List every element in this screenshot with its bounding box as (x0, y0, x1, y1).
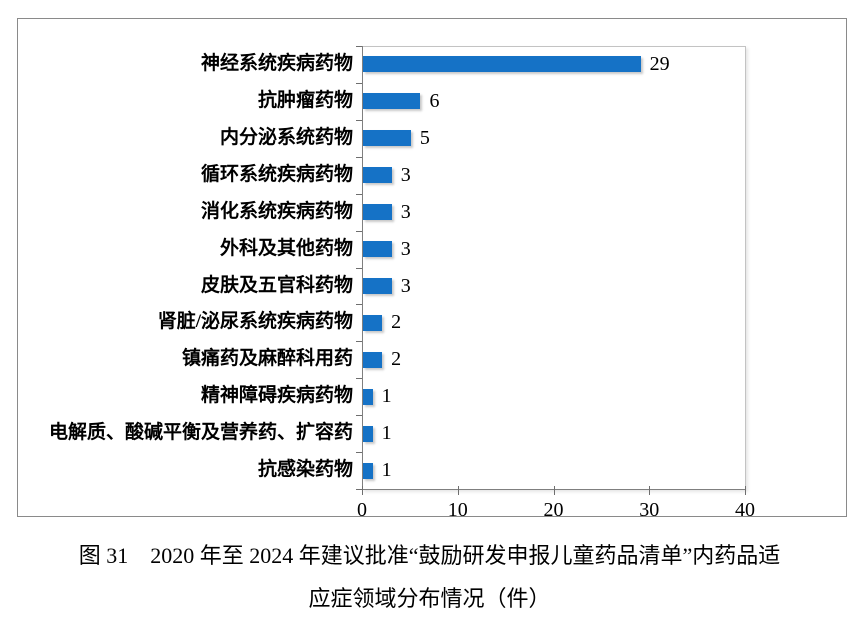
category-label: 肾脏/泌尿系统疾病药物 (157, 311, 353, 333)
category-label: 镇痛药及麻醉科用药 (181, 348, 353, 370)
bar (363, 241, 392, 258)
x-axis-tick (745, 486, 746, 495)
bar (363, 167, 392, 184)
x-tick-label: 40 (735, 499, 755, 521)
category-label: 循环系统疾病药物 (200, 163, 353, 185)
value-label: 3 (400, 274, 411, 297)
figure-caption: 图 31 2020 年至 2024 年建议批准“鼓励研发申报儿童药品清单”内药品… (0, 543, 859, 612)
bar (363, 277, 392, 294)
y-axis-tick (356, 267, 362, 269)
y-axis-tick (356, 378, 362, 380)
value-label: 2 (391, 348, 402, 371)
value-label: 5 (419, 126, 430, 149)
category-label: 抗感染药物 (257, 459, 353, 481)
x-tick-label: 10 (447, 499, 468, 521)
category-label: 皮肤及五官科药物 (200, 274, 353, 296)
bar (363, 462, 373, 479)
y-axis-tick (356, 452, 362, 454)
bar (363, 314, 383, 331)
y-axis-tick (356, 82, 362, 84)
y-axis-tick (356, 415, 362, 417)
bar (363, 93, 421, 110)
value-label: 1 (381, 422, 392, 445)
y-axis-tick (356, 489, 362, 490)
y-axis-tick (356, 193, 362, 195)
bar (363, 56, 641, 73)
bar (363, 130, 411, 147)
x-axis-tick (649, 486, 651, 495)
x-axis-tick (362, 486, 363, 495)
value-label: 1 (381, 459, 392, 482)
category-label: 神经系统疾病药物 (200, 53, 353, 74)
category-label: 抗肿瘤药物 (257, 89, 353, 111)
caption-line-2: 应症领域分布情况（件） (308, 586, 551, 611)
plot-area (362, 46, 746, 490)
x-axis-tick (553, 486, 555, 495)
y-axis-tick (356, 230, 362, 232)
x-axis-tick (457, 486, 459, 495)
y-axis-tick (356, 341, 362, 343)
value-label: 2 (391, 311, 402, 334)
value-label: 3 (400, 163, 411, 186)
y-axis-tick (356, 156, 362, 158)
value-label: 6 (429, 89, 440, 112)
category-label: 外科及其他药物 (219, 237, 353, 259)
y-axis-tick (356, 304, 362, 306)
caption-line-1: 图 31 2020 年至 2024 年建议批准“鼓励研发申报儿童药品清单”内药品… (78, 543, 781, 568)
category-label: 电解质、酸碱平衡及营养药、扩容药 (48, 422, 353, 444)
value-label: 29 (649, 53, 670, 75)
x-tick-label: 0 (357, 499, 367, 521)
y-axis-tick (356, 46, 362, 47)
chart-figure: 神经系统疾病药物 29 抗肿瘤药物 6 内分泌系统药物 5 循环系统疾病药物 3 消化系统疾病药… (17, 18, 847, 521)
bar (363, 388, 373, 405)
value-label: 3 (400, 237, 411, 260)
category-label: 精神障碍疾病药物 (200, 385, 353, 407)
value-label: 3 (400, 200, 411, 223)
value-label: 1 (381, 385, 392, 408)
y-axis-line (362, 46, 363, 489)
x-tick-label: 20 (543, 499, 564, 521)
y-axis-tick (356, 119, 362, 121)
bar (363, 425, 373, 442)
category-label: 消化系统疾病药物 (200, 200, 353, 222)
bar (363, 204, 392, 221)
x-tick-label: 30 (639, 499, 660, 521)
category-label: 内分泌系统药物 (219, 126, 353, 148)
bar (363, 351, 383, 368)
